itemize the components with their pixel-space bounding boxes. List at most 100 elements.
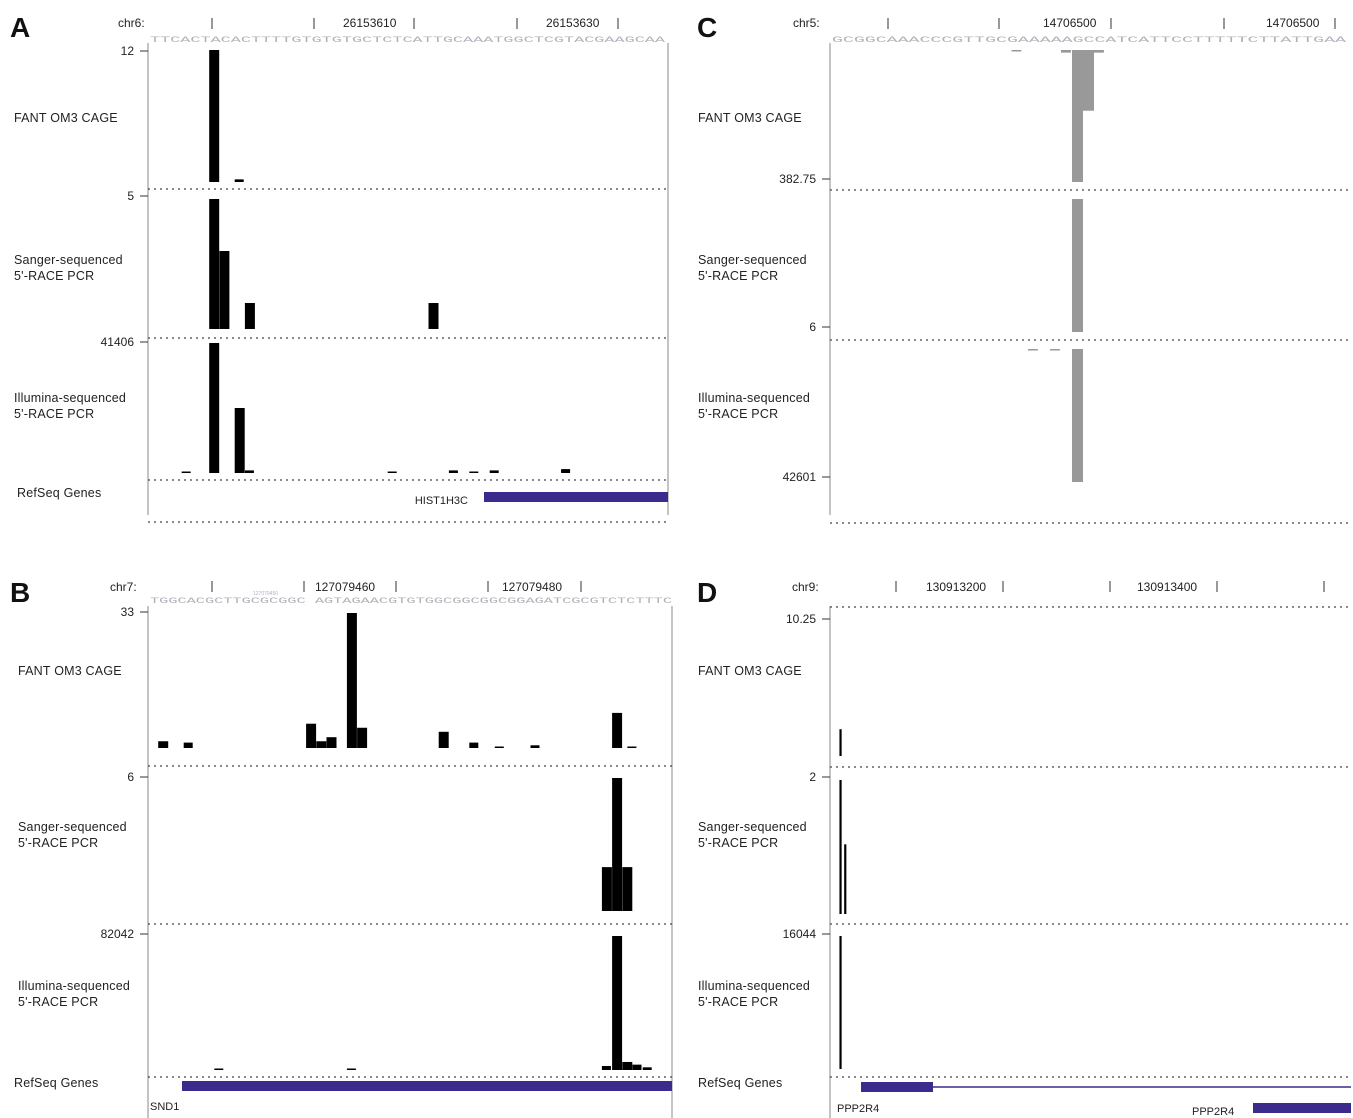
- signal-bar: [357, 727, 368, 748]
- coordinate-label: 14706500: [1043, 16, 1097, 30]
- coordinate-label: 130913400: [1137, 580, 1197, 594]
- signal-bar: [612, 778, 623, 911]
- signal-bar: [627, 746, 637, 748]
- signal-bar: [214, 1068, 224, 1070]
- track-name: 5'-RACE PCR: [14, 269, 94, 283]
- coordinate-label: 130913200: [926, 580, 986, 594]
- signal-bar: [469, 742, 479, 748]
- gene-exon: [484, 492, 668, 502]
- gene-name: PPP2R4: [837, 1103, 879, 1115]
- track-name: FANT OM3 CAGE: [18, 664, 122, 678]
- track-name: Illumina-sequenced: [698, 979, 810, 993]
- signal-bar: [244, 303, 255, 329]
- track-name: 5'-RACE PCR: [698, 995, 778, 1009]
- track-scale-label: 12: [121, 44, 135, 58]
- panel-letter: B: [10, 577, 30, 608]
- track-name: Illumina-sequenced: [698, 391, 810, 405]
- coordinate-label: 26153630: [546, 16, 600, 30]
- track-scale-label: 5: [127, 189, 134, 203]
- track-name: FANT OM3 CAGE: [698, 111, 802, 125]
- signal-bar: [839, 729, 842, 756]
- signal-bar: [181, 471, 191, 473]
- signal-bar: [839, 780, 842, 914]
- signal-bar: [1072, 50, 1083, 182]
- chromosome-label: chr5:: [793, 16, 820, 30]
- signal-bar: [1094, 50, 1104, 53]
- track-name: 5'-RACE PCR: [14, 407, 94, 421]
- refseq-label: RefSeq Genes: [17, 486, 101, 500]
- track-scale-label: 6: [127, 770, 134, 784]
- signal-bar: [612, 712, 623, 748]
- coordinate-label: 26153610: [343, 16, 397, 30]
- signal-bar: [642, 1067, 652, 1070]
- signal-bar: [489, 470, 499, 473]
- signal-bar: [209, 343, 220, 473]
- chromosome-label: chr6:: [118, 16, 145, 30]
- track-name: 5'-RACE PCR: [698, 407, 778, 421]
- track-name: Sanger-sequenced: [698, 253, 807, 267]
- gene-name: HIST1H3C: [415, 495, 468, 507]
- track-scale-label: 2: [809, 770, 816, 784]
- signal-bar: [183, 742, 193, 748]
- signal-bar: [448, 470, 458, 473]
- track-scale-label: 16044: [783, 927, 817, 941]
- panel-letter: C: [697, 12, 717, 43]
- track-scale-label: 33: [121, 605, 135, 619]
- signal-bar: [158, 741, 169, 748]
- signal-bar: [234, 179, 244, 182]
- signal-bar: [839, 936, 842, 1069]
- track-name: Illumina-sequenced: [14, 391, 126, 405]
- sequence-position-label: 127079450: [253, 591, 278, 597]
- signal-bar: [601, 867, 612, 911]
- signal-bar: [244, 470, 254, 473]
- refseq-label: RefSeq Genes: [14, 1076, 98, 1090]
- coordinate-label: 14706500: [1266, 16, 1320, 30]
- signal-bar: [601, 1065, 611, 1070]
- sequence-text: GCGGCAAACCCGTTGCGAAAAAGCCATCATTCCTTTTTCT…: [832, 35, 1348, 45]
- track-scale-label: 41406: [101, 335, 135, 349]
- signal-bar: [844, 844, 847, 914]
- signal-bar: [612, 936, 623, 1070]
- track-scale-label: 6: [809, 320, 816, 334]
- panel-letter: D: [697, 577, 717, 608]
- coordinate-label: 127079460: [315, 580, 375, 594]
- track-scale-label: 82042: [101, 927, 135, 941]
- track-name: Sanger-sequenced: [18, 820, 127, 834]
- signal-bar: [561, 469, 571, 473]
- signal-bar: [346, 613, 357, 748]
- signal-bar: [316, 741, 327, 748]
- gene-name: PPP2R4: [1192, 1106, 1234, 1118]
- signal-bar: [530, 745, 540, 748]
- signal-bar: [1028, 349, 1038, 351]
- signal-bar: [346, 1068, 356, 1070]
- signal-bar: [1072, 349, 1083, 482]
- gene-exon: [861, 1082, 933, 1092]
- signal-bar: [438, 731, 449, 748]
- signal-bar: [209, 199, 220, 329]
- track-name: Sanger-sequenced: [14, 253, 123, 267]
- gene-exon: [182, 1081, 672, 1091]
- signal-bar: [1083, 50, 1094, 111]
- signal-bar: [632, 1064, 642, 1070]
- signal-bar: [1050, 349, 1060, 351]
- track-name: Sanger-sequenced: [698, 820, 807, 834]
- signal-bar: [494, 746, 504, 748]
- gene-name: SND1: [150, 1101, 179, 1113]
- chromosome-label: chr7:: [110, 580, 137, 594]
- chromosome-label: chr9:: [792, 580, 819, 594]
- sequence-text: TGGCACGCTTGCGCGGC AGTAGAACGTGTGGCGGCGGCG…: [150, 596, 672, 606]
- signal-bar: [469, 471, 479, 473]
- track-name: 5'-RACE PCR: [18, 836, 98, 850]
- signal-bar: [209, 50, 220, 182]
- track-name: Illumina-sequenced: [18, 979, 130, 993]
- signal-bar: [219, 251, 230, 329]
- signal-bar: [622, 1061, 633, 1070]
- track-scale-label: 42601: [783, 470, 817, 484]
- signal-bar: [1072, 199, 1083, 332]
- track-name: FANT OM3 CAGE: [698, 664, 802, 678]
